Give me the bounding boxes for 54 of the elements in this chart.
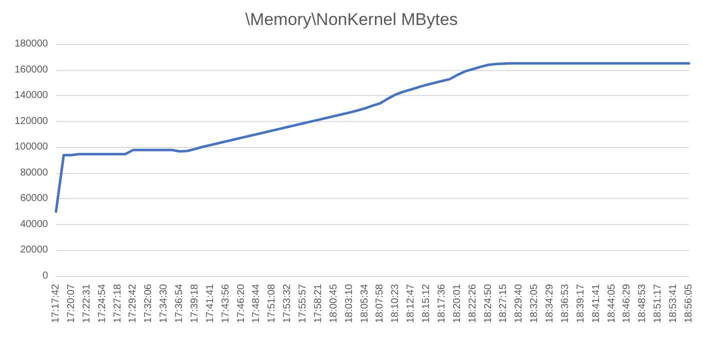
- x-tick-label: 17:48:44: [251, 284, 262, 323]
- y-tick-label: 20000: [20, 244, 48, 256]
- x-tick-label: 18:32:05: [529, 284, 540, 323]
- x-tick-label: 18:27:15: [498, 284, 510, 323]
- x-tick-label: 18:34:29: [544, 284, 556, 323]
- x-tick-label: 18:51:17: [652, 284, 664, 323]
- x-tick-label: 18:24:50: [482, 284, 494, 323]
- y-tick-label: 160000: [14, 64, 48, 76]
- x-tick-label: 18:12:47: [406, 284, 417, 323]
- y-tick-label: 60000: [20, 193, 48, 204]
- x-tick-label: 18:17:36: [436, 284, 448, 323]
- x-tick-label: 17:36:54: [174, 284, 186, 323]
- y-tick-label: 120000: [14, 116, 48, 127]
- x-tick-label: 18:00:45: [328, 284, 340, 323]
- x-tick-label: 17:41:41: [204, 284, 216, 323]
- y-tick-label: 180000: [14, 38, 48, 50]
- x-tick-label: 17:27:18: [112, 284, 124, 323]
- x-tick-label: 17:55:57: [298, 284, 309, 323]
- x-tick-label: 18:07:58: [374, 284, 386, 323]
- x-tick-label: 18:39:17: [575, 284, 586, 323]
- chart-title: \Memory\NonKernel MBytes: [245, 10, 458, 29]
- x-tick-label: 17:17:42: [50, 284, 62, 323]
- x-tick-label: 17:46:20: [236, 284, 247, 323]
- x-tick-label: 17:34:30: [158, 284, 170, 323]
- x-tick-label: 17:20:07: [66, 284, 77, 323]
- x-tick-label: 18:29:40: [514, 284, 525, 323]
- x-tick-label: 18:03:10: [344, 284, 355, 323]
- x-tick-label: 17:53:32: [282, 284, 294, 323]
- y-tick-label: 40000: [20, 218, 48, 230]
- x-tick-label: 17:39:18: [189, 284, 200, 323]
- x-tick-label: 18:46:29: [622, 284, 633, 323]
- x-tick-label: 17:58:21: [312, 284, 324, 323]
- x-tick-label: 18:44:05: [606, 284, 618, 323]
- x-tick-label: 17:51:08: [266, 284, 278, 323]
- line-series: [54, 62, 690, 213]
- x-tick-label: 18:20:01: [452, 284, 463, 323]
- x-tick-label: 18:10:23: [390, 284, 402, 323]
- x-tick-label: 18:53:41: [668, 284, 680, 323]
- x-tick-label: 18:22:26: [467, 284, 478, 323]
- x-tick-label: 17:32:06: [143, 284, 154, 323]
- x-tick-label: 18:05:34: [359, 284, 370, 323]
- x-tick-label: 18:36:53: [560, 284, 571, 323]
- x-tick-label: 17:22:31: [81, 284, 92, 323]
- y-tick-label: 100000: [14, 142, 48, 153]
- x-tick-label: 17:24:54: [96, 284, 108, 323]
- x-tick-label: 18:15:12: [421, 284, 432, 323]
- x-tick-label: 17:43:56: [220, 284, 232, 323]
- y-tick-label: 0: [42, 270, 48, 282]
- y-tick-label: 140000: [14, 90, 48, 102]
- x-tick-label: 18:41:41: [590, 284, 602, 323]
- y-tick-label: 80000: [20, 167, 48, 178]
- x-tick-label: 18:48:53: [637, 284, 648, 323]
- x-tick-label: 17:29:42: [128, 284, 139, 323]
- x-tick-label: 18:56:05: [684, 284, 694, 323]
